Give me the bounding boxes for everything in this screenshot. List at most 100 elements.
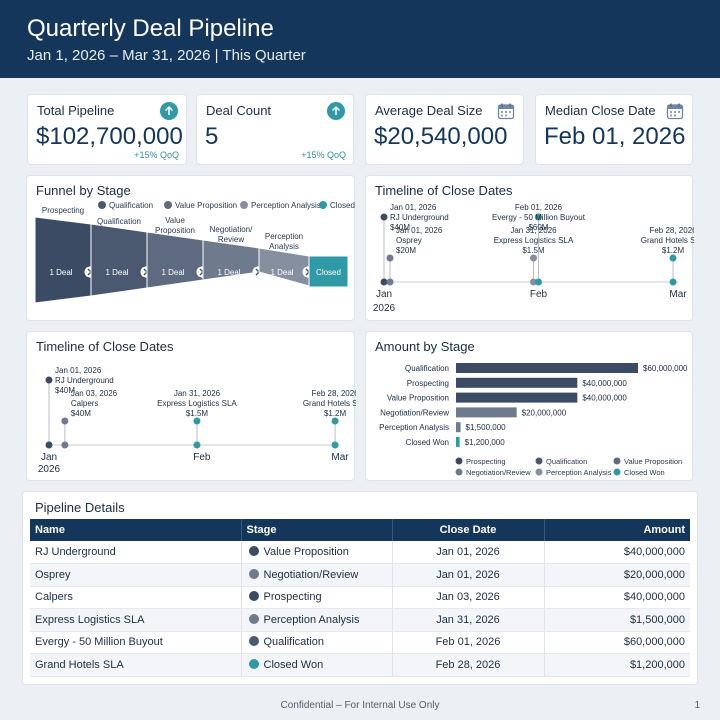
timeline-event-label: $1.5M <box>186 409 209 418</box>
kpi-value: Feb 01, 2026 <box>544 123 686 150</box>
page-number: 1 <box>694 700 700 711</box>
table-row: Evergy - 50 Million Buyout Qualification F… <box>30 631 690 654</box>
funnel-card: Funnel by Stage Qualification Value Propo… <box>26 175 356 321</box>
calendar-icon <box>666 103 684 120</box>
stage-dot-icon <box>248 546 259 556</box>
legend-label: Value Proposition <box>175 201 237 210</box>
timeline-event-label: Feb 28, 2026 <box>311 389 356 398</box>
table-row: Osprey Negotiation/Review Jan 01, 2026 $20,… <box>30 563 690 587</box>
bar <box>456 392 578 403</box>
funnel-stage-name: Prospecting <box>42 206 84 215</box>
timeline-axis-marker <box>529 278 537 286</box>
timeline-event-label: Jan 01, 2026 <box>55 366 102 375</box>
funnel-stage-name: Analysis <box>269 242 299 251</box>
timeline-marker <box>380 213 388 221</box>
legend-label: Qualification <box>109 201 153 210</box>
bar-value-label: $1,500,000 <box>466 423 507 432</box>
cell-amount: $1,200,000 <box>544 653 690 677</box>
cell-close-date: Jan 01, 2026 <box>392 541 545 564</box>
timeline-event-label: Jan 31, 2026 <box>174 389 221 398</box>
pipeline-table-wrapper: Name Stage Close Date Amount RJ Undergro… <box>30 519 690 677</box>
bar-category-label: Perception Analysis <box>379 423 449 432</box>
arrow-up-icon <box>160 102 178 120</box>
funnel-deal-label: Closed <box>316 268 341 277</box>
cell-stage: Qualification <box>241 631 393 654</box>
timeline-marker <box>669 254 677 262</box>
funnel-deal-label: 1 Deal <box>161 268 184 277</box>
timeline-marker <box>61 417 69 425</box>
card-title: Timeline of Close Dates <box>375 183 513 198</box>
timeline-marker <box>331 417 339 425</box>
cell-name: Evergy - 50 Million Buyout <box>30 631 242 654</box>
cell-stage: Prospecting <box>241 586 393 609</box>
cell-name: RJ Underground <box>30 541 242 564</box>
stage-dot-icon <box>248 658 259 669</box>
timeline-marker <box>534 213 542 221</box>
card-title: Funnel by Stage <box>36 183 131 198</box>
cell-close-date: Jan 03, 2026 <box>392 586 545 609</box>
stage-dot-icon <box>248 568 259 579</box>
legend-marker <box>98 201 106 209</box>
cell-close-date: Feb 28, 2026 <box>392 653 545 677</box>
stage-dot-icon <box>248 613 259 624</box>
cell-stage: Closed Won <box>241 653 393 677</box>
kpi-value: 5 <box>205 123 219 150</box>
legend-marker <box>240 201 248 209</box>
timeline-event-label: $20M <box>396 246 416 255</box>
column-header-amount: Amount <box>544 519 690 541</box>
timeline-marker <box>386 254 394 262</box>
legend-marker <box>319 201 327 209</box>
timeline-event-label: Osprey <box>396 236 422 245</box>
stage-label: Value Proposition <box>263 546 349 558</box>
timeline-axis-marker <box>331 441 339 449</box>
bar-value-label: $40,000,000 <box>582 394 627 403</box>
timeline-event-label: Express Logistics SLA <box>157 399 237 408</box>
legend-marker <box>613 457 621 465</box>
legend-label: Closed Won <box>330 201 356 210</box>
kpi-label: Median Close Date <box>545 103 656 118</box>
cell-stage: Perception Analysis <box>241 608 393 632</box>
timeline-marker <box>529 254 537 262</box>
legend-label: Perception Analysis <box>546 468 612 477</box>
report-header: Quarterly Deal Pipeline Jan 1, 2026 – Ma… <box>0 0 720 78</box>
cell-amount: $1,500,000 <box>544 608 690 632</box>
bar <box>456 363 638 373</box>
legend-marker <box>455 457 463 465</box>
timeline-event-label: RJ Underground <box>55 376 114 385</box>
cell-name: Calpers <box>30 586 242 609</box>
pipeline-table: Name Stage Close Date Amount RJ Undergro… <box>30 519 690 677</box>
cell-stage: Negotiation/Review <box>241 563 393 587</box>
bar-value-label: $40,000,000 <box>582 379 627 388</box>
timeline-event-label: Feb 28, 2026 <box>649 226 694 235</box>
legend-label: Prospecting <box>466 457 506 466</box>
funnel-stage-name: Proposition <box>155 226 195 235</box>
timeline-tick-label: Mar <box>331 452 349 463</box>
timeline-axis-marker <box>534 278 542 286</box>
timeline-axis-marker <box>61 441 69 449</box>
kpi-label: Average Deal Size <box>375 103 483 118</box>
legend-label: Value Proposition <box>624 457 682 466</box>
stage-label: Perception Analysis <box>263 613 360 626</box>
funnel-segment <box>34 216 92 304</box>
legend-marker <box>164 201 172 209</box>
kpi-total-pipeline: Total Pipeline $102,700,000 +15% QoQ <box>27 94 187 165</box>
funnel-segment <box>146 231 204 289</box>
legend-marker <box>535 457 543 465</box>
timeline-event-label: $40M <box>71 409 91 418</box>
timeline-axis-marker <box>380 278 388 286</box>
bar <box>456 437 460 447</box>
funnel-deal-label: 1 Deal <box>217 268 240 277</box>
timeline-event-label: Express Logistics SLA <box>494 236 574 245</box>
kpi-median-close-date: Median Close Date Feb 01, 2026 <box>535 94 693 165</box>
funnel-stage-name: Negotiation/ <box>210 225 253 234</box>
bar-value-label: $60,000,000 <box>643 364 688 373</box>
kpi-change: +15% QoQ <box>301 150 346 160</box>
timeline-event-label: $60M <box>528 223 548 232</box>
stage-dot-icon <box>248 591 259 602</box>
stage-dot-icon <box>248 636 259 647</box>
timeline-axis-marker <box>193 441 201 449</box>
date-range: Jan 1, 2026 – Mar 31, 2026 | This Quarte… <box>27 47 306 64</box>
kpi-label: Total Pipeline <box>37 103 115 118</box>
funnel-chart: Qualification Value Proposition Perception… <box>34 201 356 304</box>
